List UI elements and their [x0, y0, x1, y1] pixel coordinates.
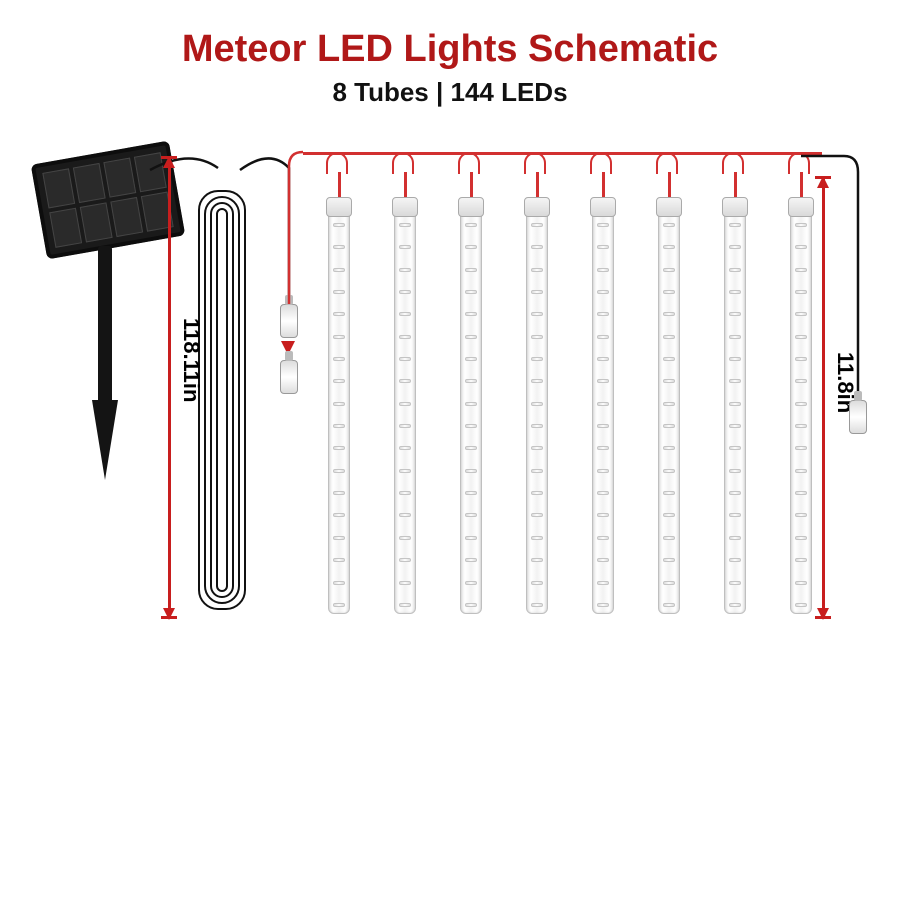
led-tube — [724, 198, 746, 614]
led-tube — [460, 198, 482, 614]
schematic-stage: 118.11in 11.8in — [0, 0, 900, 900]
led-tube — [328, 198, 350, 614]
led-tube — [394, 198, 416, 614]
led-tube — [592, 198, 614, 614]
led-tube — [526, 198, 548, 614]
connector-tail — [849, 400, 867, 434]
led-tube — [790, 198, 812, 614]
led-tube — [658, 198, 680, 614]
